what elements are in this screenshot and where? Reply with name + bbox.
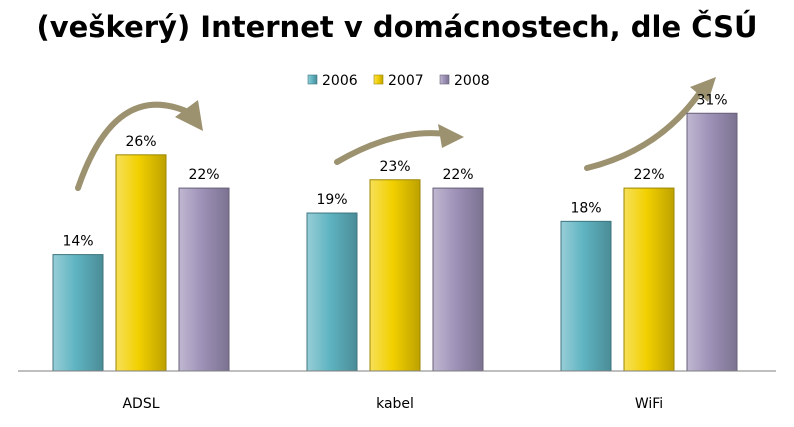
trend-arrow-head-3 [690, 77, 716, 102]
data-label-adsl-2008: 22% [188, 167, 219, 183]
trend-arrow-1 [75, 101, 191, 191]
bar-adsl-2007 [115, 154, 167, 372]
legend-label-2006: 2006 [322, 73, 358, 89]
bar-kabel-2006 [306, 212, 358, 372]
data-label-kabel-2007: 23% [379, 159, 410, 175]
trend-arrow-3 [584, 88, 704, 171]
x-tick-kabel: kabel [376, 396, 414, 412]
trend-arrow-2 [334, 130, 450, 165]
data-label-kabel-2008: 22% [442, 167, 473, 183]
legend-swatch-2006 [307, 74, 318, 85]
legend-label-2007: 2007 [388, 73, 424, 89]
bar-kabel-2007 [369, 179, 421, 372]
bar-wifi-2007 [623, 187, 675, 372]
legend-swatch-2007 [373, 74, 384, 85]
trend-arrow-head-1 [175, 100, 203, 131]
bar-adsl-2006 [52, 254, 104, 372]
bar-wifi-2006 [560, 220, 612, 372]
x-tick-wifi: WiFi [635, 396, 663, 412]
data-label-adsl-2007: 26% [125, 134, 156, 150]
bar-adsl-2008 [178, 187, 230, 372]
legend-label-2008: 2008 [454, 73, 490, 89]
x-tick-adsl: ADSL [122, 396, 159, 412]
legend: 2006 2007 2008 [307, 73, 490, 89]
bar-wifi-2008 [686, 112, 738, 372]
bars: 14% 26% 22% 19% 23% 22% 18% 22% 31% [52, 92, 738, 372]
legend-swatch-2008 [439, 74, 450, 85]
data-label-wifi-2006: 18% [570, 200, 601, 216]
data-label-adsl-2006: 14% [62, 234, 93, 250]
chart-title: (veškerý) Internet v domácnostech, dle Č… [36, 10, 758, 44]
data-label-kabel-2006: 19% [316, 192, 347, 208]
data-label-wifi-2007: 22% [633, 167, 664, 183]
data-label-wifi-2008: 31% [696, 92, 727, 108]
bar-kabel-2008 [432, 187, 484, 372]
trend-arrow-head-2 [438, 124, 464, 148]
x-axis-ticks: ADSL kabel WiFi [122, 396, 663, 412]
trend-arrows [75, 77, 716, 191]
